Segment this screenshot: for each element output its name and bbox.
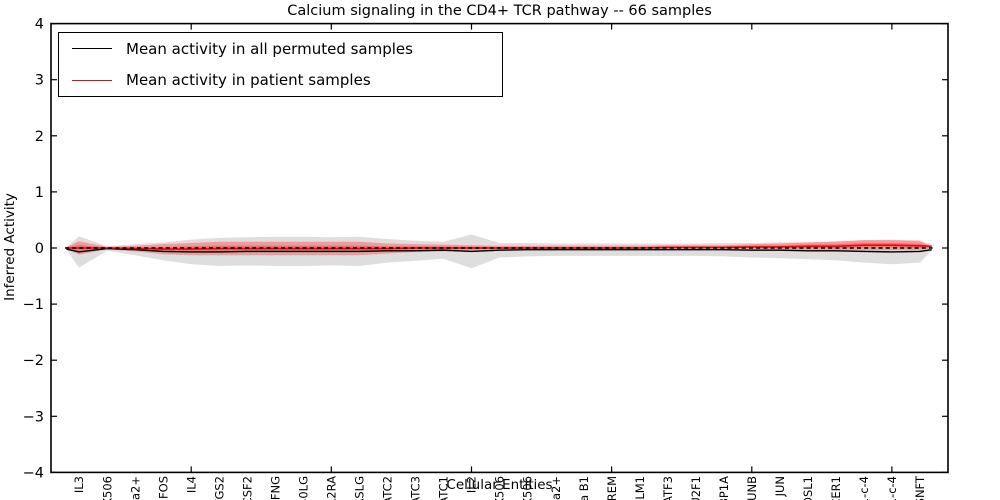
- y-tick-label: −2: [23, 353, 44, 369]
- x-entity-label: CD40LG: [297, 476, 311, 500]
- y-tick-label: −1: [23, 297, 44, 313]
- y-axis-label: Inferred Activity: [2, 193, 18, 301]
- legend-entry-patient: Mean activity in patient samples: [59, 71, 502, 89]
- x-entity-label: IL3: [72, 476, 86, 493]
- y-tick-label: 1: [35, 185, 44, 201]
- permuted-spread-band: [66, 234, 932, 269]
- x-entity-label: IL2RA: [325, 476, 339, 500]
- x-entity-label: BATF3: [661, 476, 675, 500]
- x-entity-label: mol:FK506: [100, 476, 114, 500]
- y-tick-label: 2: [35, 129, 44, 145]
- x-entity-label: IL2: [465, 476, 479, 493]
- x-entity-label: JUNB: [745, 476, 759, 500]
- x-entity-label: NFATC2: [381, 476, 395, 500]
- x-entity-label: JUN: [773, 476, 787, 497]
- x-entity-label: CSF2: [240, 476, 254, 500]
- y-tick-label: 3: [35, 73, 44, 89]
- x-entity-label: CREM: [605, 476, 619, 500]
- x-axis-label: Cellular Entities: [446, 477, 553, 493]
- x-entity-label: IL4: [184, 476, 198, 493]
- x-entity-label: CALM1: [633, 476, 647, 500]
- chart-title: Calcium signaling in the CD4+ TCR pathwa…: [287, 3, 712, 19]
- x-entity-label: mol:Ca2+: [128, 476, 142, 500]
- x-entity-label: IFNG: [268, 476, 282, 500]
- y-tick-label: −4: [23, 465, 44, 481]
- y-tick-label: 4: [35, 17, 44, 33]
- x-entity-label: NFAT1-c-4/ICER1: [829, 476, 843, 500]
- x-entity-label: CaM/Ca2+: [549, 476, 563, 500]
- legend-label-patient: Mean activity in patient samples: [126, 71, 371, 90]
- x-entity-label: JunB/Fra1/NFAT1-c-4: [857, 476, 871, 500]
- x-entity-label: CaM/Ca2+/Calcineurin A alpha-beta B1: [577, 476, 591, 500]
- permuted-mean-line: [66, 247, 932, 253]
- x-entity-label: FKBP12/FK506: [521, 476, 535, 500]
- legend: Mean activity in all permuted samples Me…: [58, 32, 503, 97]
- x-entity-label: NFATC1: [437, 476, 451, 500]
- patient-line-sample: [72, 79, 112, 81]
- permuted-line-sample: [72, 48, 112, 50]
- y-tick-label: −3: [23, 409, 44, 425]
- x-entity-label: NFATC3: [409, 476, 423, 500]
- y-tick-label: 0: [35, 241, 44, 257]
- legend-label-permuted: Mean activity in all permuted samples: [126, 39, 413, 58]
- x-entity-label: PTGS2: [212, 476, 226, 500]
- x-entity-label: AP-1/NFAT1-c-4: [885, 476, 899, 500]
- x-entity-label: FOS: [156, 476, 170, 499]
- x-entity-label: FKBP1A: [717, 476, 731, 500]
- x-entity-label: Jun/NFAT1-c-4/p21SNFT: [913, 475, 927, 500]
- x-entity-label: FASLG: [353, 476, 367, 500]
- x-entity-label: POU2F1: [689, 476, 703, 500]
- x-entity-label: Calcineurin A alpha-beta B1/FKBP12/FK506: [493, 476, 507, 500]
- x-entity-label: FOSL1: [801, 476, 815, 500]
- legend-entry-permuted: Mean activity in all permuted samples: [59, 40, 502, 58]
